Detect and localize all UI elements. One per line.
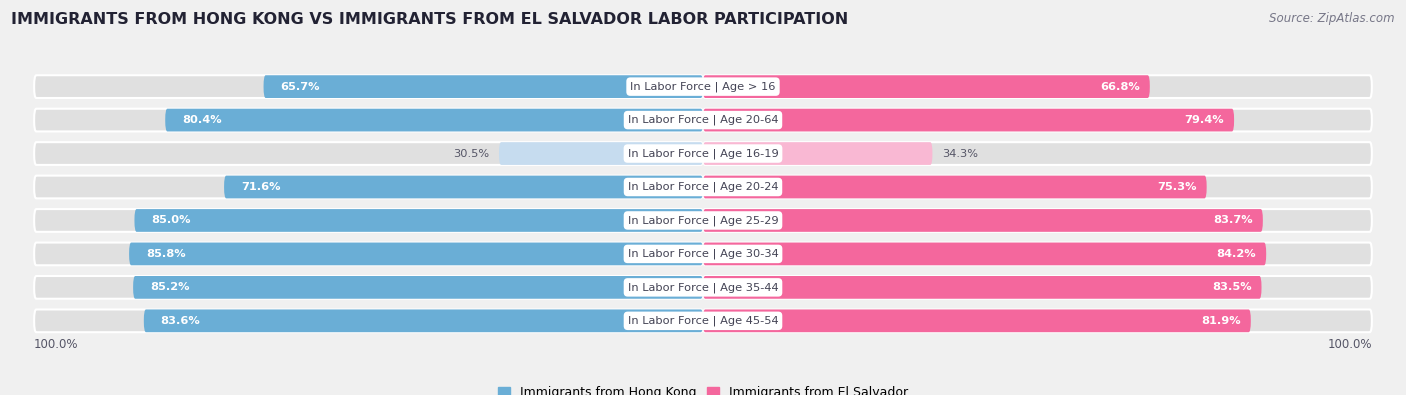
Text: 85.2%: 85.2% [150,282,190,292]
FancyBboxPatch shape [34,176,703,198]
Text: 71.6%: 71.6% [240,182,280,192]
FancyBboxPatch shape [703,142,932,165]
FancyBboxPatch shape [703,309,1372,332]
Text: 100.0%: 100.0% [34,339,79,352]
Text: 34.3%: 34.3% [942,149,979,158]
FancyBboxPatch shape [143,309,703,332]
FancyBboxPatch shape [703,142,1372,165]
Legend: Immigrants from Hong Kong, Immigrants from El Salvador: Immigrants from Hong Kong, Immigrants fr… [492,381,914,395]
FancyBboxPatch shape [134,276,703,299]
Text: 85.8%: 85.8% [146,249,186,259]
FancyBboxPatch shape [703,109,1372,132]
FancyBboxPatch shape [263,75,703,98]
Text: In Labor Force | Age 20-24: In Labor Force | Age 20-24 [627,182,779,192]
FancyBboxPatch shape [703,75,1372,98]
FancyBboxPatch shape [224,176,703,198]
FancyBboxPatch shape [703,209,1372,232]
Text: 83.7%: 83.7% [1213,215,1253,226]
FancyBboxPatch shape [703,309,1251,332]
Text: Source: ZipAtlas.com: Source: ZipAtlas.com [1270,12,1395,25]
Text: In Labor Force | Age 25-29: In Labor Force | Age 25-29 [627,215,779,226]
Text: 66.8%: 66.8% [1099,82,1140,92]
Text: In Labor Force | Age > 16: In Labor Force | Age > 16 [630,81,776,92]
FancyBboxPatch shape [499,142,703,165]
FancyBboxPatch shape [34,109,703,132]
Text: In Labor Force | Age 16-19: In Labor Force | Age 16-19 [627,148,779,159]
Text: In Labor Force | Age 35-44: In Labor Force | Age 35-44 [627,282,779,293]
Text: 83.5%: 83.5% [1212,282,1251,292]
FancyBboxPatch shape [703,276,1261,299]
FancyBboxPatch shape [703,243,1267,265]
Text: 100.0%: 100.0% [1327,339,1372,352]
Text: 85.0%: 85.0% [152,215,191,226]
Text: IMMIGRANTS FROM HONG KONG VS IMMIGRANTS FROM EL SALVADOR LABOR PARTICIPATION: IMMIGRANTS FROM HONG KONG VS IMMIGRANTS … [11,12,848,27]
Text: In Labor Force | Age 20-64: In Labor Force | Age 20-64 [627,115,779,125]
Text: 81.9%: 81.9% [1201,316,1240,326]
FancyBboxPatch shape [703,176,1372,198]
Text: 84.2%: 84.2% [1216,249,1256,259]
FancyBboxPatch shape [703,209,1263,232]
FancyBboxPatch shape [129,243,703,265]
FancyBboxPatch shape [703,243,1372,265]
FancyBboxPatch shape [703,109,1234,132]
FancyBboxPatch shape [34,209,703,232]
Text: 75.3%: 75.3% [1157,182,1197,192]
Text: 83.6%: 83.6% [160,316,200,326]
FancyBboxPatch shape [703,276,1372,299]
FancyBboxPatch shape [34,75,703,98]
Text: 65.7%: 65.7% [280,82,319,92]
Text: 30.5%: 30.5% [453,149,489,158]
FancyBboxPatch shape [34,276,703,299]
FancyBboxPatch shape [34,142,703,165]
FancyBboxPatch shape [703,176,1206,198]
Text: In Labor Force | Age 45-54: In Labor Force | Age 45-54 [627,316,779,326]
FancyBboxPatch shape [34,243,703,265]
Text: 79.4%: 79.4% [1184,115,1225,125]
FancyBboxPatch shape [703,75,1150,98]
FancyBboxPatch shape [166,109,703,132]
Text: In Labor Force | Age 30-34: In Labor Force | Age 30-34 [627,249,779,259]
FancyBboxPatch shape [34,309,703,332]
Text: 80.4%: 80.4% [181,115,222,125]
FancyBboxPatch shape [135,209,703,232]
